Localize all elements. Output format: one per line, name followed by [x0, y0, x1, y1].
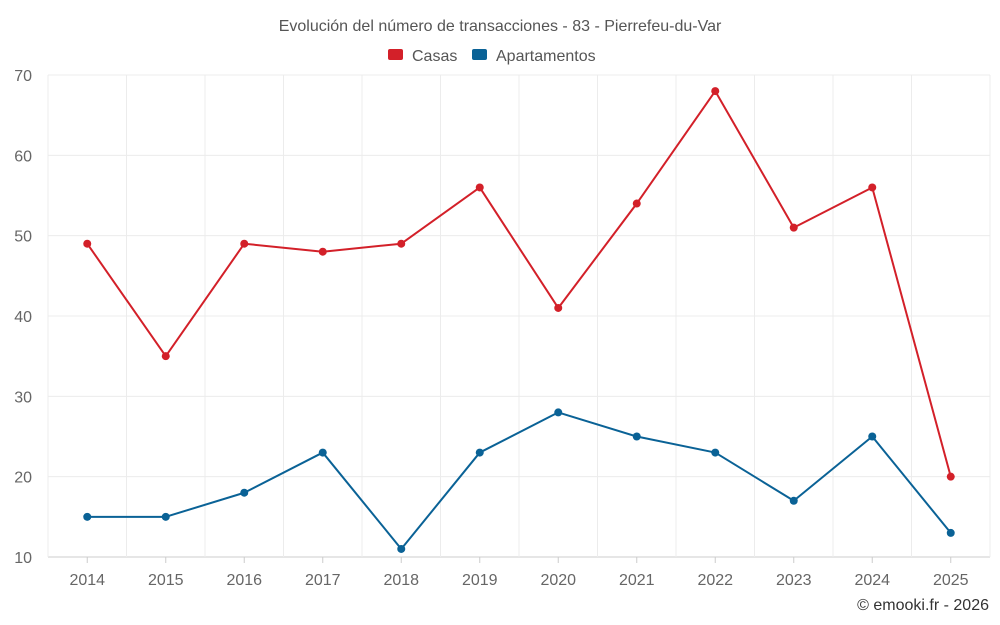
y-tick-label: 70 [14, 68, 32, 85]
grid [47, 74, 991, 558]
legend: Casas Apartamentos [388, 48, 596, 65]
x-tick-label: 2020 [540, 572, 576, 589]
point-apartamentos-2024[interactable] [868, 432, 877, 441]
legend-item-apartamentos[interactable]: Apartamentos [472, 48, 596, 65]
x-tick-label: 2021 [619, 572, 655, 589]
y-tick-label: 50 [14, 229, 32, 246]
point-casas-2023[interactable] [789, 223, 798, 232]
point-casas-2018[interactable] [397, 239, 406, 248]
x-tick-label: 2017 [305, 572, 341, 589]
point-apartamentos-2022[interactable] [711, 448, 720, 457]
point-apartamentos-2023[interactable] [789, 496, 798, 505]
point-apartamentos-2021[interactable] [632, 432, 641, 441]
point-casas-2017[interactable] [318, 247, 327, 256]
series-line-apartamentos [87, 411, 952, 550]
point-casas-2014[interactable] [83, 239, 92, 248]
y-tick-label: 20 [14, 470, 32, 487]
point-casas-2015[interactable] [161, 352, 170, 361]
x-tick-label: 2019 [462, 572, 498, 589]
series-layer [83, 87, 955, 553]
y-tick-label: 10 [14, 550, 32, 567]
y-tick-label: 40 [14, 309, 32, 326]
point-casas-2024[interactable] [868, 183, 877, 192]
point-apartamentos-2015[interactable] [161, 512, 170, 521]
point-apartamentos-2017[interactable] [318, 448, 327, 457]
x-tick-label: 2022 [697, 572, 733, 589]
point-apartamentos-2014[interactable] [83, 512, 92, 521]
y-tick-label: 60 [14, 148, 32, 165]
x-tick-label: 2018 [383, 572, 419, 589]
point-casas-2019[interactable] [475, 183, 484, 192]
x-tick-label: 2014 [69, 572, 105, 589]
legend-swatch-casas [388, 49, 403, 60]
legend-swatch-apartamentos [472, 49, 487, 60]
x-tick-label: 2024 [854, 572, 890, 589]
axes: 10 20 30 40 50 60 70 2014 2015 2016 2017 2018 2019 20… [14, 68, 968, 589]
point-apartamentos-2018[interactable] [397, 544, 406, 553]
point-apartamentos-2016[interactable] [240, 488, 249, 497]
legend-label-apartamentos: Apartamentos [496, 48, 596, 65]
y-tick-label: 30 [14, 389, 32, 406]
point-casas-2022[interactable] [711, 87, 720, 96]
credit-text: © emooki.fr - 2026 [857, 597, 989, 614]
x-tick-label: 2025 [933, 572, 969, 589]
chart-title: Evolución del número de transacciones - … [279, 18, 722, 35]
x-tick-label: 2015 [148, 572, 184, 589]
point-apartamentos-2019[interactable] [475, 448, 484, 457]
point-casas-2020[interactable] [554, 303, 563, 312]
legend-item-casas[interactable]: Casas [388, 48, 457, 65]
point-casas-2025[interactable] [946, 472, 955, 481]
x-tick-label: 2016 [226, 572, 262, 589]
point-apartamentos-2025[interactable] [946, 528, 955, 537]
point-casas-2021[interactable] [632, 199, 641, 208]
x-tick-label: 2023 [776, 572, 812, 589]
series-line-casas [86, 90, 952, 477]
point-casas-2016[interactable] [240, 239, 249, 248]
point-apartamentos-2020[interactable] [554, 408, 563, 417]
legend-label-casas: Casas [412, 48, 457, 65]
